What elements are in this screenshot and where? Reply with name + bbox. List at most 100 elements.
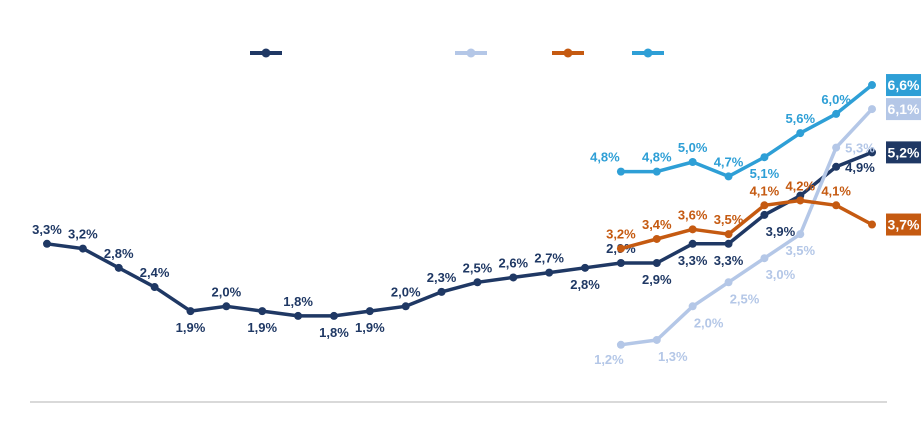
end-label-dark-blue: 5,2% <box>888 144 920 160</box>
data-label-light-blue: 3,0% <box>766 267 796 282</box>
data-label-dark-blue: 2,4% <box>140 265 170 280</box>
point-marker-orange <box>616 244 625 253</box>
data-label-light-blue: 2,5% <box>730 291 760 306</box>
series-line-dark-blue <box>45 150 874 318</box>
data-label-orange: 3,4% <box>642 217 672 232</box>
point-marker-cyan <box>724 172 733 181</box>
point-marker-light-blue <box>796 230 805 239</box>
point-marker-dark-blue <box>401 302 410 311</box>
data-label-dark-blue: 1,8% <box>283 294 313 309</box>
point-marker-dark-blue <box>186 307 195 316</box>
data-label-dark-blue: 2,8% <box>104 246 134 261</box>
data-label-dark-blue: 3,3% <box>678 253 708 268</box>
data-label-dark-blue: 1,9% <box>247 320 277 335</box>
data-label-dark-blue: 2,3% <box>427 270 457 285</box>
data-label-dark-blue: 3,3% <box>714 253 744 268</box>
point-marker-dark-blue <box>545 268 554 277</box>
data-label-dark-blue: 1,9% <box>355 320 385 335</box>
point-marker-dark-blue <box>150 283 159 292</box>
data-label-dark-blue: 3,2% <box>68 227 98 242</box>
point-marker-orange <box>832 201 841 210</box>
end-label-box-light-blue <box>886 98 922 121</box>
series-line-cyan <box>619 83 874 179</box>
legend-marker-orange-series-swatch <box>563 48 573 58</box>
point-marker-orange <box>868 220 877 229</box>
data-label-dark-blue: 2,9% <box>642 272 672 287</box>
end-label-box-cyan <box>886 74 922 97</box>
data-label-orange: 3,2% <box>606 227 636 242</box>
data-label-light-blue: 1,3% <box>658 349 688 364</box>
point-marker-cyan <box>688 158 697 166</box>
point-marker-dark-blue <box>509 273 518 282</box>
data-label-dark-blue: 1,9% <box>176 320 206 335</box>
point-marker-orange <box>724 230 733 239</box>
point-marker-dark-blue <box>832 162 841 171</box>
data-label-cyan: 5,0% <box>678 140 708 155</box>
point-marker-dark-blue <box>688 239 697 248</box>
data-label-orange: 4,1% <box>750 183 780 198</box>
point-marker-dark-blue <box>652 259 661 268</box>
data-label-dark-blue: 2,0% <box>391 284 421 299</box>
point-marker-dark-blue <box>258 307 267 316</box>
series-line-orange <box>619 198 874 251</box>
point-marker-dark-blue <box>616 259 625 268</box>
point-marker-orange <box>688 225 697 234</box>
point-marker-dark-blue <box>581 263 590 272</box>
point-marker-light-blue <box>724 278 733 287</box>
data-label-cyan: 4,8% <box>642 150 672 165</box>
point-marker-dark-blue <box>724 239 733 248</box>
point-marker-light-blue <box>688 302 697 311</box>
point-marker-orange <box>760 201 769 210</box>
point-marker-dark-blue <box>294 311 303 320</box>
point-marker-dark-blue <box>78 244 87 253</box>
end-label-cyan: 6,6% <box>888 77 920 93</box>
data-label-dark-blue: 3,3% <box>32 222 62 237</box>
data-label-orange: 4,2% <box>785 178 815 193</box>
point-marker-cyan <box>616 167 625 176</box>
end-label-box-dark-blue <box>886 141 922 164</box>
point-marker-dark-blue <box>329 311 338 320</box>
end-label-orange: 3,7% <box>888 217 920 233</box>
data-label-dark-blue: 2,6% <box>498 255 528 270</box>
data-label-dark-blue: 4,9% <box>845 160 875 175</box>
point-marker-cyan <box>652 167 661 176</box>
point-marker-dark-blue <box>437 287 446 296</box>
data-label-orange: 3,5% <box>714 212 744 227</box>
point-marker-dark-blue <box>473 278 482 287</box>
legend-marker-cyan-series-swatch <box>643 48 653 58</box>
data-label-light-blue: 5,3% <box>845 141 875 156</box>
point-marker-light-blue <box>868 105 877 114</box>
data-label-orange: 4,1% <box>821 183 851 198</box>
point-marker-cyan <box>760 153 769 162</box>
point-marker-dark-blue <box>365 307 374 316</box>
point-marker-cyan <box>868 81 877 90</box>
point-marker-cyan <box>796 129 805 138</box>
data-label-light-blue: 2,0% <box>694 315 724 330</box>
data-label-dark-blue: 2,7% <box>534 251 564 266</box>
end-label-light-blue: 6,1% <box>888 101 920 117</box>
end-label-box-orange <box>886 213 922 236</box>
data-label-dark-blue: 2,8% <box>570 277 600 292</box>
point-marker-orange <box>796 196 805 205</box>
point-marker-dark-blue <box>222 302 231 311</box>
point-marker-dark-blue <box>760 210 769 219</box>
data-label-light-blue: 3,5% <box>785 243 815 258</box>
point-marker-dark-blue <box>868 148 877 157</box>
data-label-cyan: 5,6% <box>785 111 815 126</box>
data-label-dark-blue: 2,5% <box>463 260 493 275</box>
point-marker-orange <box>652 234 661 243</box>
point-marker-dark-blue <box>43 239 51 248</box>
data-label-dark-blue: 1,8% <box>319 325 349 340</box>
point-marker-light-blue <box>652 335 661 344</box>
data-label-light-blue: 1,2% <box>594 352 624 367</box>
point-marker-dark-blue <box>114 263 123 272</box>
data-label-dark-blue: 2,0% <box>212 284 242 299</box>
data-label-dark-blue: 3,9% <box>766 224 796 239</box>
data-label-cyan: 4,8% <box>590 150 620 165</box>
data-label-cyan: 6,0% <box>821 92 851 107</box>
series-line-light-blue <box>619 107 874 347</box>
point-marker-cyan <box>832 109 841 118</box>
legend-marker-dark-blue-series-swatch <box>261 48 271 58</box>
